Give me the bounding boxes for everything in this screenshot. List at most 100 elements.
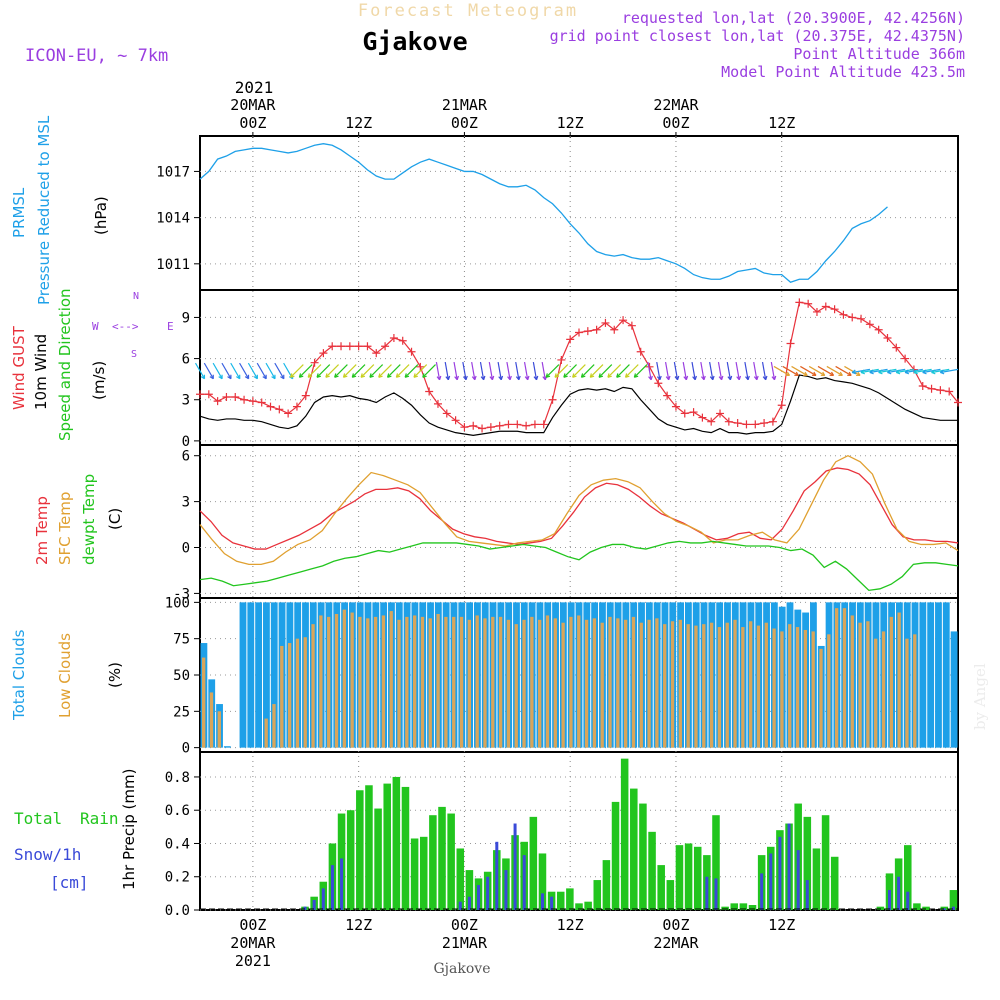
wind-arrow-head xyxy=(554,373,560,378)
compass-arrows: <--> xyxy=(112,320,139,333)
low-cloud-bar xyxy=(491,616,495,748)
wind-arrow xyxy=(682,361,687,380)
low-cloud-bar xyxy=(319,615,323,748)
low-cloud-bar xyxy=(358,616,362,748)
wind-arrow xyxy=(435,361,441,380)
wind-gust-marker xyxy=(636,347,645,356)
rain-bar xyxy=(904,845,912,910)
wind-arrow-head xyxy=(624,373,630,378)
rain-bar xyxy=(374,808,382,910)
low-cloud-bar xyxy=(623,619,628,748)
top-axis-label: 22MAR xyxy=(653,96,699,114)
y-tick-label: 75 xyxy=(173,632,190,648)
wind-arrow xyxy=(878,368,897,374)
wind-arrow xyxy=(664,361,670,380)
wind-arrow xyxy=(256,362,267,380)
wind-arrow-head xyxy=(507,375,512,381)
top-axis-label: 12Z xyxy=(768,114,795,132)
snow-bar xyxy=(796,850,800,910)
wind-arrow xyxy=(387,364,401,378)
top-axis-label: 12Z xyxy=(557,114,584,132)
low-cloud-bar xyxy=(725,622,729,748)
wind-arrow xyxy=(770,361,776,380)
wind-gust-marker xyxy=(839,310,848,319)
wind-arrow-head xyxy=(298,373,304,378)
wind-arrow xyxy=(307,364,322,378)
wind-labels: Wind GUST 10m Wind Speed and Direction (… xyxy=(10,288,108,441)
wind-arrow xyxy=(860,368,879,374)
low-cloud-bar xyxy=(866,621,870,748)
wind-arrow-head xyxy=(580,373,586,378)
wind-arrow xyxy=(453,361,458,380)
wind-arrow xyxy=(633,364,648,378)
rain-bar xyxy=(575,903,583,910)
wind-gust-marker xyxy=(857,314,866,323)
low-cloud-bar xyxy=(600,622,604,748)
wind-gust-marker xyxy=(557,355,566,364)
wind-gust-marker xyxy=(777,401,786,410)
rain-bar xyxy=(556,891,565,910)
bottom-axis-label: 00Z xyxy=(662,916,689,934)
total-cloud-bar xyxy=(270,602,278,748)
wind-gust-marker xyxy=(892,343,901,352)
wind-gust-marker xyxy=(284,409,293,418)
product-title: Forecast Meteogram xyxy=(358,1,578,21)
wind-arrow-head xyxy=(463,375,468,381)
rain-bar xyxy=(593,880,602,910)
wind-arrow xyxy=(726,361,731,380)
rain-bar xyxy=(620,758,629,910)
wind-arrow xyxy=(625,364,639,378)
low-cloud-bar xyxy=(553,618,557,748)
wind-gust-marker xyxy=(716,409,725,418)
y-tick-label: 0 xyxy=(182,741,190,757)
wind-arrow-head xyxy=(533,375,539,381)
wind-gust-marker xyxy=(345,342,354,351)
low-cloud-bar xyxy=(202,657,206,748)
low-cloud-bar xyxy=(803,629,808,748)
bottom-axis-label: 22MAR xyxy=(653,934,699,952)
wind-arrow-head xyxy=(360,373,366,378)
wind-arrow xyxy=(922,368,941,374)
y-tick-label: 1014 xyxy=(156,211,190,227)
rain-bar xyxy=(529,816,538,910)
wind-10m-line xyxy=(199,374,958,437)
wind-arrow-head xyxy=(860,369,865,375)
wind-arrow xyxy=(471,361,476,380)
wind-arrow-head xyxy=(262,374,267,380)
low-cloud-bar xyxy=(897,612,901,748)
wind-arrow xyxy=(931,368,950,374)
low-cloud-bar xyxy=(397,619,401,748)
wind-gust-marker xyxy=(592,325,601,334)
rain-bar xyxy=(876,906,885,910)
wind-arrow xyxy=(773,365,790,376)
low-cloud-bar xyxy=(874,638,878,748)
wind-gust-marker xyxy=(812,307,821,316)
wind-gust-marker xyxy=(830,305,839,314)
rain-bar xyxy=(812,848,821,910)
total-cloud-bar xyxy=(919,602,927,748)
wind-gust-marker xyxy=(954,398,962,407)
wind-arrow xyxy=(515,361,520,380)
bottom-axis-label: 21MAR xyxy=(442,934,488,952)
wind-arrow-head xyxy=(445,375,451,381)
wind-gust-marker xyxy=(671,402,680,411)
temp-label-2m: 2m Temp xyxy=(33,496,51,565)
snow-bar xyxy=(458,901,462,910)
low-cloud-bar xyxy=(459,616,464,748)
snow-bar xyxy=(942,908,946,910)
wind-arrow-head xyxy=(422,373,427,378)
snow-bar xyxy=(550,896,554,910)
wind-arrow-head xyxy=(471,375,477,381)
y-tick-label: 0.4 xyxy=(165,836,190,852)
pressure-unit: (hPa) xyxy=(92,196,110,235)
wind-gust-marker xyxy=(936,386,945,395)
wind-gust-marker xyxy=(865,320,874,329)
total-cloud-bar xyxy=(927,602,935,748)
rain-bar xyxy=(465,870,474,910)
y-tick-label: 1011 xyxy=(156,257,190,273)
bottom-axis-label: 2021 xyxy=(235,952,271,970)
total-cloud-bar xyxy=(950,631,958,748)
wind-arrow-head xyxy=(351,373,357,378)
wind-arrow xyxy=(325,364,339,378)
